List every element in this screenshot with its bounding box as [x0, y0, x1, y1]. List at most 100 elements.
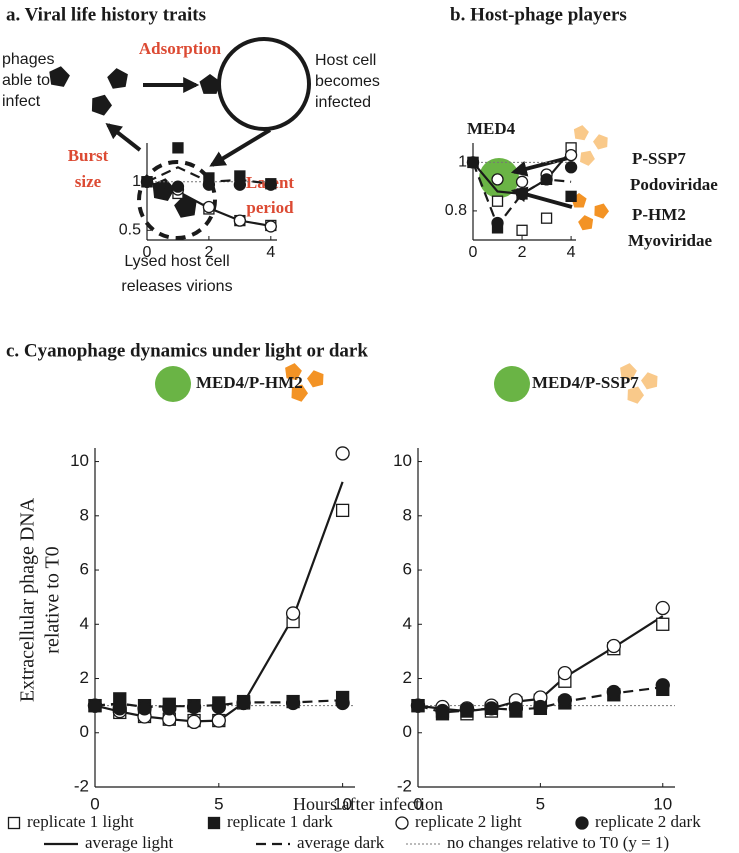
y-tick-label: 1 — [458, 154, 467, 171]
marker — [233, 214, 247, 227]
phage-icon — [573, 125, 589, 141]
y-tick-label: -2 — [397, 776, 412, 795]
label: Podoviridae — [630, 175, 718, 194]
y-tick-label: 10 — [70, 451, 89, 470]
label: Adsorption — [139, 39, 222, 58]
marker — [87, 698, 103, 713]
marker — [565, 190, 577, 203]
marker — [285, 606, 301, 621]
marker — [264, 178, 277, 191]
y-tick-label: -2 — [74, 776, 89, 795]
x-tick-label: 2 — [518, 244, 527, 261]
phage-icon — [49, 66, 70, 87]
marker — [137, 701, 152, 716]
arrow — [209, 128, 272, 167]
marker — [491, 173, 504, 186]
y-tick-label: 1 — [132, 173, 141, 190]
marker — [395, 816, 409, 830]
marker — [186, 714, 202, 730]
y-tick-label: 8 — [403, 505, 412, 524]
phage-icon — [578, 215, 594, 231]
marker — [516, 224, 528, 236]
legend-label: replicate 2 light — [415, 812, 522, 831]
label: period — [246, 198, 294, 217]
phage-icon — [594, 203, 609, 219]
x-tick-label: 4 — [266, 244, 275, 261]
legend-label: average dark — [297, 833, 385, 852]
marker — [233, 178, 247, 191]
marker — [575, 816, 589, 830]
label: size — [75, 172, 102, 191]
lysed-cell — [137, 160, 217, 240]
host-icon — [155, 366, 191, 402]
legend-label: replicate 2 dark — [595, 812, 701, 831]
host-cell — [217, 37, 311, 131]
marker — [491, 195, 504, 207]
legend-label: replicate 1 light — [27, 812, 134, 831]
phage-icon — [174, 195, 197, 218]
marker — [515, 187, 529, 201]
label: Host cell — [315, 52, 376, 69]
marker — [186, 699, 202, 715]
chart-title: MED4/P-HM2 — [196, 373, 303, 392]
marker — [171, 180, 185, 193]
y-tick-label: 4 — [80, 614, 89, 633]
marker — [172, 142, 184, 154]
legend-label: replicate 1 dark — [227, 812, 333, 831]
label: releases virions — [121, 278, 232, 295]
label: Lysed host cell — [124, 253, 229, 270]
phage-icon — [91, 94, 112, 116]
x-tick-label: 4 — [567, 244, 576, 261]
x-tick-label: 0 — [90, 794, 99, 813]
marker — [435, 703, 450, 719]
phage-icon — [627, 386, 644, 404]
marker — [211, 699, 226, 715]
label: infected — [315, 94, 371, 111]
label: P-HM2 — [632, 205, 686, 224]
series-line — [471, 162, 572, 228]
x-tick-label: 5 — [536, 794, 545, 813]
phage-icon — [152, 178, 175, 201]
x-tick-label: 2 — [204, 244, 213, 261]
marker — [236, 695, 251, 711]
y-tick-label: 0.8 — [445, 202, 467, 219]
marker — [7, 816, 21, 830]
legend-label: average light — [85, 833, 174, 852]
x-tick-label: 10 — [333, 794, 352, 813]
label: MED4 — [467, 119, 516, 138]
marker — [202, 200, 216, 214]
marker — [112, 701, 127, 716]
x-tick-label: 0 — [469, 244, 478, 261]
marker — [533, 699, 548, 715]
marker — [515, 175, 529, 188]
y-tick-label: 10 — [393, 451, 412, 470]
x-tick-label: 10 — [653, 794, 672, 813]
marker — [655, 600, 670, 616]
marker — [540, 212, 553, 224]
marker — [564, 161, 578, 174]
marker — [491, 216, 504, 230]
y-tick-label: 2 — [403, 668, 412, 687]
label: phages — [2, 51, 55, 68]
phage-icon — [641, 372, 658, 390]
x-tick-label: 5 — [214, 794, 223, 813]
marker — [557, 665, 573, 681]
marker — [211, 713, 226, 728]
marker — [508, 701, 524, 716]
phage-icon — [285, 363, 302, 381]
label: infect — [2, 93, 41, 110]
y-tick-label: 2 — [80, 668, 89, 687]
marker — [540, 173, 553, 186]
marker — [557, 693, 573, 708]
panel-title: a. Viral life history traits — [6, 4, 206, 25]
marker — [335, 446, 350, 461]
y-tick-label: 8 — [80, 505, 89, 524]
y-axis-label: Extracellular phage DNA relative to T0 — [17, 497, 64, 702]
y-axis-label-line: Extracellular phage DNA — [17, 497, 39, 702]
phage-icon — [593, 134, 608, 150]
label: Burst — [68, 146, 109, 165]
y-tick-label: 0 — [80, 722, 89, 741]
phage-icon — [580, 150, 595, 166]
marker — [656, 617, 670, 631]
